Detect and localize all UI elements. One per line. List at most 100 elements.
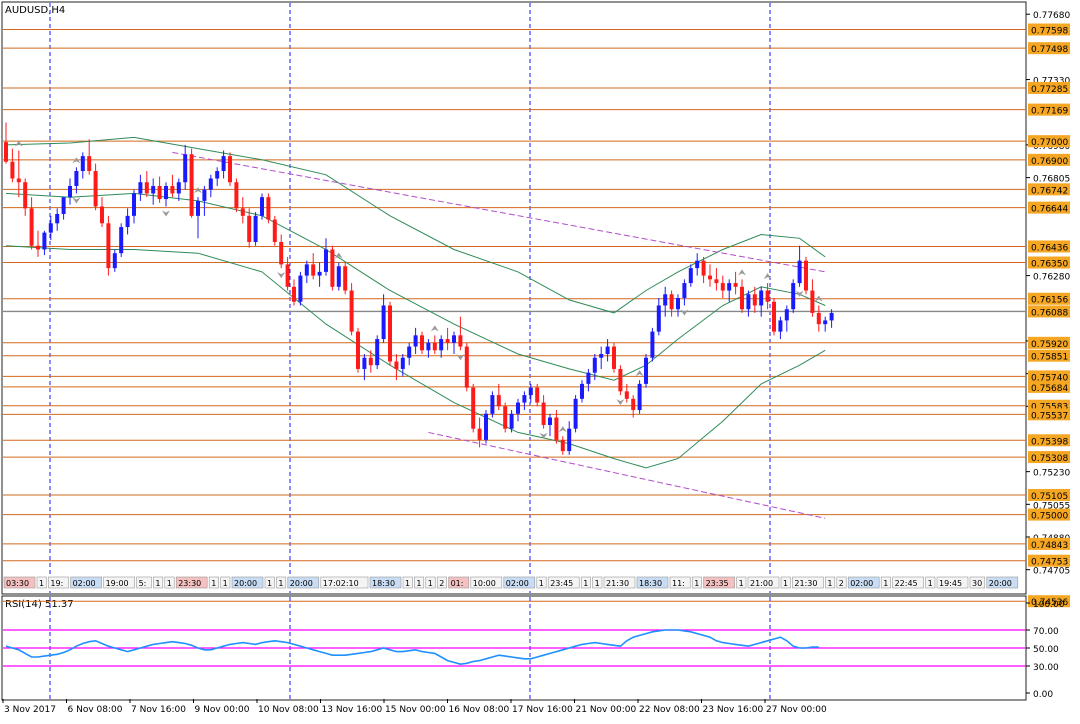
candle-bull	[797, 260, 802, 284]
time-tag-label: 1	[405, 579, 410, 588]
time-tag-label: 02:00	[73, 579, 96, 588]
fractal-down-arrow	[680, 309, 689, 316]
candle-bull	[695, 260, 700, 269]
time-tag	[36, 576, 47, 589]
candle-bear	[272, 219, 277, 242]
candle-bear	[420, 335, 424, 351]
rsi-plot-group: 100.00 70.00 50.00 30.00 0.00 3 Nov 2017 6 Nov…	[2, 597, 1065, 715]
candle-bear	[247, 215, 252, 242]
time-tag	[892, 576, 924, 589]
bollinger-lower	[5, 245, 826, 469]
x-tick-label: 21 Nov 00:00	[576, 705, 637, 715]
price-tick-label: 0.76280	[1033, 273, 1070, 283]
candle-bear	[560, 439, 565, 452]
fractal-down-arrow	[277, 272, 286, 279]
time-tag	[436, 576, 447, 589]
time-tag	[448, 576, 470, 589]
main-panel-frame	[1, 1, 1027, 595]
time-tag	[48, 576, 69, 589]
time-tag	[880, 576, 891, 589]
candle-bull	[336, 266, 341, 287]
x-tick-label: 22 Nov 08:00	[639, 705, 700, 715]
level-price-tag	[1028, 370, 1070, 383]
candle-bull	[592, 357, 597, 373]
time-tag-label: 19:	[50, 579, 63, 588]
time-tag-label: 30	[972, 579, 982, 588]
candle-bear	[714, 279, 719, 284]
time-tag	[592, 576, 603, 589]
fractal-down-arrow	[539, 432, 548, 439]
candle-bear	[612, 346, 616, 369]
x-tick-label: 10 Nov 08:00	[258, 705, 319, 715]
time-tag-label: 19:45	[939, 579, 962, 588]
level-price-tag	[1028, 336, 1070, 349]
level-price-tag	[1028, 103, 1070, 116]
level-price-label: 0.77598	[1031, 27, 1068, 37]
candle-bull	[298, 275, 303, 302]
level-price-label: 0.77000	[1031, 138, 1068, 148]
candle-bull	[682, 283, 687, 298]
candle-bull	[176, 182, 181, 194]
time-tag-label: 2	[839, 579, 844, 588]
time-tag-label: 1	[155, 579, 160, 588]
candle-bull	[42, 232, 47, 250]
fractal-up-arrow	[430, 325, 439, 332]
candle-bull	[548, 417, 552, 425]
level-price-label: 0.76742	[1031, 186, 1068, 196]
candle-bull	[112, 253, 117, 269]
candle-bull	[778, 320, 783, 332]
price-tick-label: 0.76805	[1033, 175, 1070, 185]
candle-bear	[87, 156, 92, 172]
candle-bear	[106, 223, 111, 269]
time-tag	[536, 576, 547, 589]
level-price-label: 0.75740	[1031, 373, 1068, 383]
time-tag-label: 21:00	[750, 579, 773, 588]
time-tag-label: 18:30	[639, 579, 662, 588]
candle-bull	[55, 213, 60, 224]
time-tag	[736, 576, 747, 589]
level-price-tag	[1028, 23, 1070, 36]
candle-bear	[189, 154, 194, 216]
candle-bull	[823, 320, 828, 325]
time-tag	[747, 576, 780, 589]
level-price-label: 0.75684	[1031, 384, 1068, 394]
candle-bear	[631, 398, 636, 411]
time-tag	[925, 576, 936, 589]
candle-bull	[759, 290, 764, 306]
level-price-tag	[1028, 256, 1070, 269]
rsi-tick-label: 70.00	[1033, 627, 1059, 637]
fractal-down-arrow	[72, 197, 81, 204]
time-tag	[825, 576, 836, 589]
candle-bull	[580, 383, 584, 399]
time-tag-label: 1	[827, 579, 832, 588]
level-price-label: 0.76156	[1031, 296, 1068, 306]
time-tag	[969, 576, 986, 589]
time-tag	[636, 576, 669, 589]
candle-bear	[720, 283, 725, 291]
time-tag	[136, 576, 152, 589]
candle-bull	[80, 156, 85, 172]
time-tag	[175, 576, 208, 589]
candle-bear	[36, 245, 40, 250]
time-tag	[220, 576, 231, 589]
x-tick-label: 23 Nov 16:00	[703, 705, 764, 715]
main-plot-group: 0.776800.773300.769800.768050.762800.759…	[3, 3, 1070, 608]
candle-bear	[471, 387, 476, 429]
time-tag	[208, 576, 219, 589]
time-tag-label: 1	[883, 579, 888, 588]
candle-bear	[228, 156, 232, 183]
candle-bull	[375, 339, 380, 366]
candle-bull	[304, 264, 309, 276]
time-tag-label: 20:00	[290, 579, 313, 588]
candle-bull	[324, 249, 328, 272]
level-price-tag	[1028, 488, 1070, 501]
time-tag-label: 1	[928, 579, 933, 588]
candle-bear	[170, 185, 175, 194]
time-tag	[780, 576, 791, 589]
level-price-tag	[1028, 537, 1070, 550]
fractal-up-arrow	[814, 295, 823, 302]
candle-bear	[804, 260, 808, 291]
price-tick-label: 0.77680	[1033, 11, 1070, 21]
time-tag	[153, 576, 164, 589]
x-tick-label: 6 Nov 08:00	[68, 705, 123, 715]
